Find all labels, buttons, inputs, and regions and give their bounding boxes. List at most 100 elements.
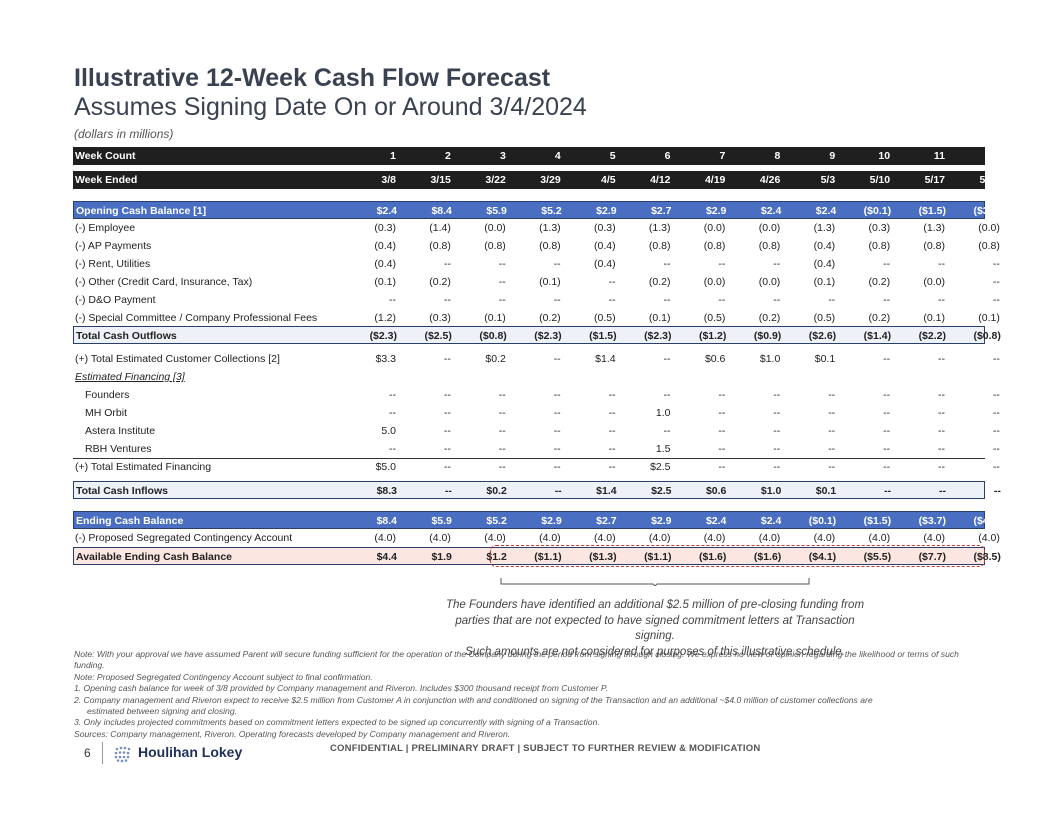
table-cell: ($1.2) bbox=[698, 330, 727, 342]
table-cell: (0.8) bbox=[868, 240, 891, 252]
row-label: Week Ended bbox=[75, 174, 138, 186]
table-cell: 3/22 bbox=[485, 174, 506, 186]
table-cell: (4.0) bbox=[484, 532, 506, 544]
table-cell: -- bbox=[773, 425, 781, 437]
table-cell: (0.1) bbox=[539, 276, 561, 288]
row-values: ($2.3) ($2.5) ($0.8) ($2.3) ($1.5) ($2.3) ($1.… bbox=[344, 327, 1001, 345]
table-cell: (0.5) bbox=[813, 312, 836, 324]
table-cell: (0.8) bbox=[429, 240, 451, 252]
row-values: -- -- -- -- -- 1.5 -- -- -- -- -- -- bbox=[343, 440, 1000, 458]
table-cell: $1.9 bbox=[431, 551, 452, 563]
table-cell: -- bbox=[553, 407, 561, 419]
units-note: (dollars in millions) bbox=[74, 127, 174, 141]
table-cell: -- bbox=[773, 258, 781, 270]
table-cell: $8.4 bbox=[376, 515, 397, 527]
contingency-row: (-) Proposed Segregated Contingency Acco… bbox=[73, 529, 1000, 548]
table-cell: -- bbox=[553, 294, 561, 306]
table-cell: (4.0) bbox=[539, 532, 561, 544]
founders-row: Founders -- -- -- -- -- -- -- -- -- -- -- -- bbox=[73, 386, 1000, 404]
row-label: (-) Special Committee / Company Professi… bbox=[75, 312, 318, 324]
table-cell: 5/3 bbox=[820, 174, 836, 186]
table-cell: (0.3) bbox=[594, 222, 616, 234]
table-cell: -- bbox=[883, 461, 891, 473]
table-cell: -- bbox=[718, 461, 726, 473]
table-cell: 4/5 bbox=[600, 174, 616, 186]
table-cell: 4/19 bbox=[704, 174, 726, 186]
table-cell: 2 bbox=[445, 150, 451, 162]
table-cell: -- bbox=[608, 389, 616, 401]
table-cell: (1.3) bbox=[813, 222, 836, 234]
row-values: (0.3) (1.4) (0.0) (1.3) (0.3) (1.3) (0.0) (0.0)… bbox=[343, 219, 999, 237]
table-cell: -- bbox=[938, 425, 945, 437]
table-cell: -- bbox=[553, 425, 561, 437]
table-cell: 10 bbox=[878, 150, 891, 162]
table-cell: 3/15 bbox=[430, 174, 451, 186]
table-cell: -- bbox=[608, 294, 616, 306]
table-cell: -- bbox=[498, 258, 506, 270]
table-cell: -- bbox=[553, 461, 561, 473]
table-cell: $5.9 bbox=[431, 515, 452, 527]
table-cell: (0.0) bbox=[978, 222, 1000, 234]
table-cell: (0.2) bbox=[539, 312, 561, 324]
astera-row: Astera Institute 5.0 -- -- -- -- -- -- -- -- -- -- -… bbox=[73, 422, 1000, 440]
table-cell: $0.2 bbox=[485, 353, 506, 365]
table-cell: -- bbox=[883, 407, 891, 419]
table-cell: -- bbox=[443, 461, 451, 473]
table-cell: -- bbox=[992, 407, 1000, 419]
table-cell: (0.4) bbox=[813, 258, 836, 270]
table-cell: ($1.6) bbox=[698, 551, 727, 563]
table-cell: -- bbox=[554, 485, 562, 497]
ap-payments-row: (-) AP Payments (0.4) (0.8) (0.8) (0.8) (0.4)… bbox=[73, 237, 1000, 255]
table-cell: -- bbox=[828, 294, 836, 306]
table-cell: $2.5 bbox=[651, 485, 672, 497]
table-cell: (0.1) bbox=[923, 312, 945, 324]
table-cell: ($5.5) bbox=[863, 551, 892, 563]
table-cell: (0.4) bbox=[374, 258, 396, 270]
row-values: (0.1) (0.2) -- (0.1) -- (0.2) (0.0) (0.0) (0.1) (… bbox=[343, 273, 999, 291]
table-cell: -- bbox=[443, 389, 451, 401]
table-cell: ($2.3) bbox=[534, 330, 562, 342]
table-cell: -- bbox=[828, 461, 836, 473]
table-cell: (0.1) bbox=[484, 312, 506, 324]
footer-divider bbox=[102, 742, 103, 764]
table-cell: -- bbox=[938, 294, 945, 306]
table-cell: -- bbox=[498, 407, 506, 419]
table-cell: (0.3) bbox=[868, 222, 891, 234]
customer-collections-row: (+) Total Estimated Customer Collections… bbox=[73, 350, 1000, 368]
table-cell: (0.4) bbox=[594, 240, 616, 252]
row-label: Astera Institute bbox=[85, 425, 156, 437]
table-cell: $0.1 bbox=[815, 485, 837, 497]
row-label: Available Ending Cash Balance bbox=[76, 551, 232, 563]
table-cell: -- bbox=[443, 353, 451, 365]
table-cell: ($1.1) bbox=[534, 551, 562, 563]
table-cell: (4.0) bbox=[703, 532, 726, 544]
table-cell: -- bbox=[718, 425, 726, 437]
table-cell: (0.0) bbox=[703, 222, 726, 234]
table-cell: -- bbox=[389, 294, 396, 306]
table-cell: -- bbox=[553, 258, 561, 270]
footnote-1: 1. Opening cash balance for week of 3/8 … bbox=[74, 683, 608, 694]
table-cell: $2.7 bbox=[651, 205, 672, 217]
table-cell: 5/24 bbox=[979, 174, 1000, 186]
table-cell: -- bbox=[718, 294, 726, 306]
table-cell: -- bbox=[498, 425, 506, 437]
row-label: (-) Employee bbox=[75, 222, 136, 234]
table-cell: $1.4 bbox=[595, 353, 616, 365]
sources-note: Sources: Company management, Riveron. Op… bbox=[74, 728, 511, 739]
table-cell: ($0.8) bbox=[973, 330, 1001, 342]
table-cell: 7 bbox=[719, 150, 726, 162]
table-cell: (0.8) bbox=[703, 240, 726, 252]
table-cell: (4.0) bbox=[923, 532, 945, 544]
table-cell: -- bbox=[938, 461, 945, 473]
table-cell: -- bbox=[992, 294, 1000, 306]
table-cell: $1.4 bbox=[596, 485, 617, 497]
table-cell: (0.0) bbox=[758, 222, 781, 234]
table-cell: $2.4 bbox=[376, 205, 397, 217]
row-values: (0.4) -- -- -- (0.4) -- -- -- (0.4) -- -- -- bbox=[343, 255, 999, 273]
row-values: $5.0 -- -- -- -- $2.5 -- -- -- -- -- -- bbox=[343, 458, 1000, 476]
table-cell: -- bbox=[718, 258, 726, 270]
table-cell: -- bbox=[443, 443, 451, 455]
table-cell: ($0.1) bbox=[863, 205, 892, 217]
table-cell: (0.4) bbox=[813, 240, 836, 252]
table-cell: ($2.6) bbox=[808, 330, 837, 342]
